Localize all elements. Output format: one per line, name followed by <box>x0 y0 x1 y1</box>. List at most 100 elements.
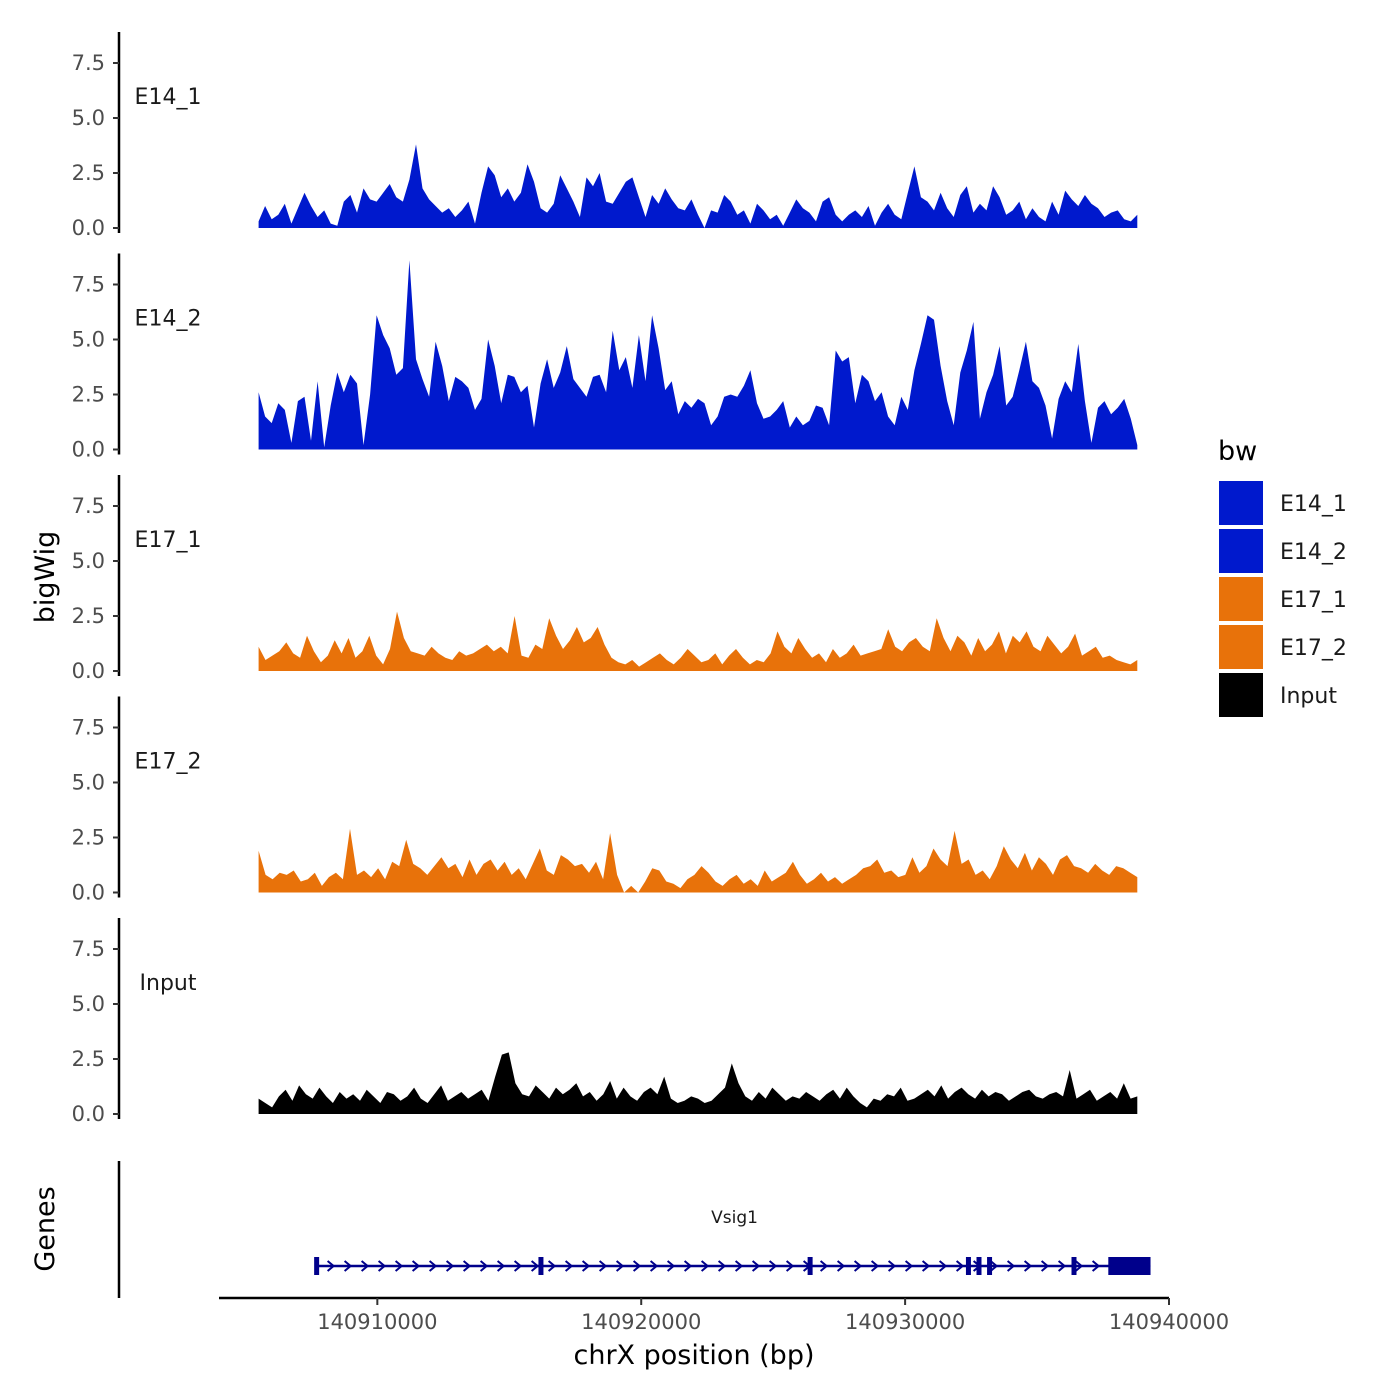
y-tick-label: 0.0 <box>72 216 105 240</box>
track-Input: 0.0 2.5 5.0 7.5 Input <box>72 918 1138 1126</box>
strand-chevron <box>938 1260 948 1272</box>
strand-chevron <box>989 1260 999 1272</box>
exon <box>987 1257 993 1275</box>
y-tick-label: 7.5 <box>72 273 105 297</box>
legend-key <box>1217 575 1265 623</box>
strand-chevron <box>530 1260 540 1272</box>
x-tick-label: 140940000 <box>1109 1310 1229 1334</box>
legend-key <box>1217 671 1265 719</box>
y-tick-label: 0.0 <box>72 438 105 462</box>
y-tick-label: 5.0 <box>72 771 105 795</box>
exon <box>538 1257 544 1275</box>
legend: bw E14_1 E14_2 E17_1 E17_2 Input <box>1217 436 1347 719</box>
strand-chevron <box>1023 1260 1033 1272</box>
legend-key <box>1217 479 1265 527</box>
y-tick-label: 2.5 <box>72 1047 105 1071</box>
strand-chevron <box>513 1260 523 1272</box>
strand-chevron <box>1074 1260 1084 1272</box>
track-label: E14_2 <box>135 307 202 332</box>
strand-chevron <box>785 1260 795 1272</box>
strand-chevron <box>1006 1260 1016 1272</box>
y-tick-label: 7.5 <box>72 716 105 740</box>
y-tick-label: 0.0 <box>72 881 105 905</box>
legend-title: bw <box>1218 436 1257 467</box>
strand-chevron <box>445 1260 455 1272</box>
y-tick-label: 7.5 <box>72 494 105 518</box>
y-tick-label: 5.0 <box>72 328 105 352</box>
legend-key <box>1217 527 1265 575</box>
y-tick-label: 7.5 <box>72 937 105 961</box>
strand-chevron <box>1057 1260 1067 1272</box>
y-axis-title: bigWig <box>30 531 61 624</box>
strand-chevron <box>1091 1260 1101 1272</box>
y-tick-label: 5.0 <box>72 549 105 573</box>
legend-label: E14_1 <box>1280 492 1347 517</box>
gene-track-panel: Vsig1 <box>117 1161 1151 1298</box>
y-tick-label: 0.0 <box>72 659 105 683</box>
genes-axis-title: Genes <box>30 1186 61 1271</box>
strand-chevron <box>717 1260 727 1272</box>
exon <box>807 1257 813 1275</box>
track-E14_1: 0.0 2.5 5.0 7.5 E14_1 <box>72 32 1138 240</box>
gene-name-label: Vsig1 <box>711 1208 758 1228</box>
x-tick-label: 140910000 <box>317 1310 437 1334</box>
legend-label: E14_2 <box>1280 540 1347 565</box>
exon <box>1071 1257 1077 1275</box>
track-label: E17_1 <box>135 528 202 553</box>
strand-chevron <box>870 1260 880 1272</box>
x-axis-title: chrX position (bp) <box>573 1340 814 1371</box>
strand-chevron <box>1040 1260 1050 1272</box>
x-tick-label: 140930000 <box>845 1310 965 1334</box>
area-E17_1 <box>258 611 1138 671</box>
track-panels: 0.0 2.5 5.0 7.5 E14_1 0.0 2.5 5.0 7.5 E14_2 0.0 2.5… <box>72 32 1138 1126</box>
strand-chevron <box>615 1260 625 1272</box>
area-E14_2 <box>258 260 1138 450</box>
strand-chevron <box>377 1260 387 1272</box>
exon-block <box>1108 1257 1151 1275</box>
strand-chevron <box>479 1260 489 1272</box>
exon <box>314 1257 320 1275</box>
area-Input <box>258 1052 1138 1114</box>
strand-chevron <box>955 1260 965 1272</box>
strand-chevron <box>836 1260 846 1272</box>
area-E17_2 <box>258 828 1138 893</box>
y-tick-label: 2.5 <box>72 161 105 185</box>
strand-chevron <box>598 1260 608 1272</box>
strand-chevron <box>649 1260 659 1272</box>
x-tick-label: 140920000 <box>581 1310 701 1334</box>
track-E17_2: 0.0 2.5 5.0 7.5 E17_2 <box>72 696 1138 905</box>
track-label: E14_1 <box>135 85 202 110</box>
strand-chevron <box>360 1260 370 1272</box>
strand-chevron <box>683 1260 693 1272</box>
track-E14_2: 0.0 2.5 5.0 7.5 E14_2 <box>72 253 1138 462</box>
y-tick-label: 7.5 <box>72 51 105 75</box>
track-label: E17_2 <box>135 750 202 775</box>
strand-chevron <box>564 1260 574 1272</box>
strand-chevron <box>632 1260 642 1272</box>
strand-chevron <box>394 1260 404 1272</box>
strand-chevron <box>768 1260 778 1272</box>
strand-chevron <box>853 1260 863 1272</box>
y-tick-label: 2.5 <box>72 826 105 850</box>
area-E14_1 <box>258 144 1138 228</box>
strand-chevron <box>666 1260 676 1272</box>
strand-chevron <box>819 1260 829 1272</box>
y-tick-label: 2.5 <box>72 383 105 407</box>
y-tick-label: 5.0 <box>72 992 105 1016</box>
legend-label: Input <box>1280 684 1337 709</box>
y-tick-label: 2.5 <box>72 604 105 628</box>
y-tick-label: 0.0 <box>72 1102 105 1126</box>
exon <box>976 1257 982 1275</box>
legend-label: E17_1 <box>1280 588 1347 613</box>
strand-chevron <box>904 1260 914 1272</box>
strand-chevron <box>326 1260 336 1272</box>
strand-chevron <box>887 1260 897 1272</box>
strand-chevron <box>751 1260 761 1272</box>
legend-key <box>1217 623 1265 671</box>
x-axis: 140910000 140920000 140930000 140940000 <box>219 1296 1229 1334</box>
strand-chevron <box>428 1260 438 1272</box>
strand-chevron <box>343 1260 353 1272</box>
exon <box>965 1257 971 1275</box>
strand-chevron <box>700 1260 710 1272</box>
